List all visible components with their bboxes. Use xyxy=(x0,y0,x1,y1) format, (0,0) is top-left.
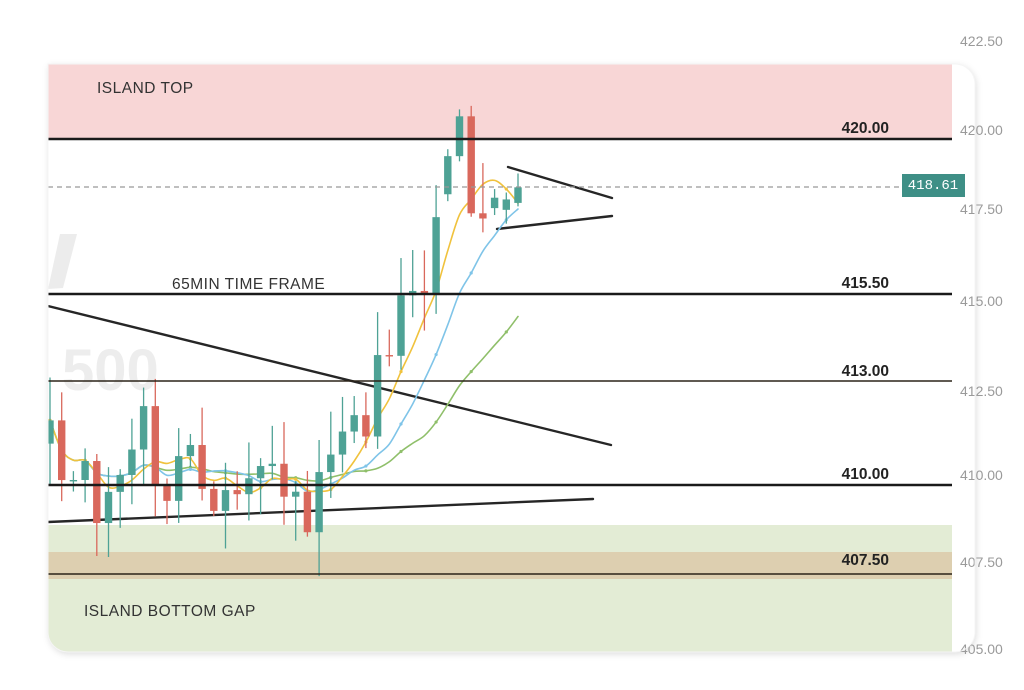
svg-text:417.50: 417.50 xyxy=(960,201,1003,217)
svg-text:413.00: 413.00 xyxy=(842,363,889,380)
svg-text:418.61: 418.61 xyxy=(908,178,958,194)
svg-text:410.00: 410.00 xyxy=(842,466,889,483)
svg-text:415.50: 415.50 xyxy=(842,275,889,292)
svg-text:415.00: 415.00 xyxy=(960,293,1003,309)
svg-text:410.00: 410.00 xyxy=(960,467,1003,483)
svg-text:500: 500 xyxy=(62,338,159,403)
svg-text:407.50: 407.50 xyxy=(842,552,889,569)
svg-text:ISLAND BOTTOM GAP: ISLAND BOTTOM GAP xyxy=(84,603,256,620)
svg-text:65MIN TIME FRAME: 65MIN TIME FRAME xyxy=(172,276,325,293)
svg-text:422.50: 422.50 xyxy=(960,33,1003,49)
svg-text:420.00: 420.00 xyxy=(960,122,1003,138)
svg-text:ISLAND TOP: ISLAND TOP xyxy=(97,80,194,97)
svg-text:420.00: 420.00 xyxy=(842,120,889,137)
svg-text:412.50: 412.50 xyxy=(960,383,1003,399)
svg-text:407.50: 407.50 xyxy=(960,554,1003,570)
